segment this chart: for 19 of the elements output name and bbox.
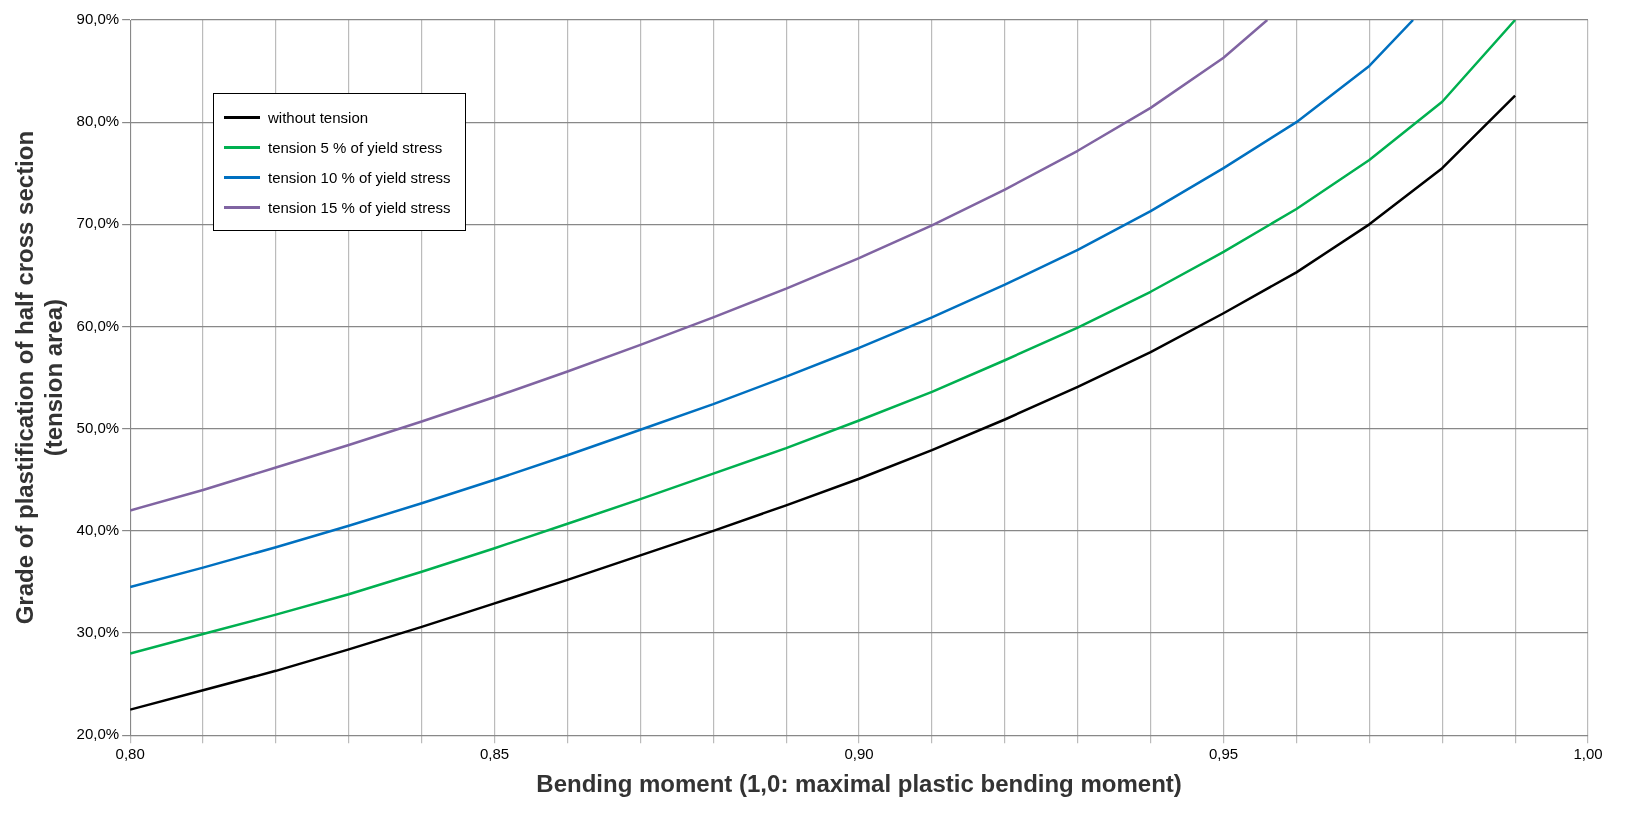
x-tick-label: 0,85 — [480, 745, 510, 763]
y-tick-label: 70,0% — [76, 214, 120, 232]
y-axis-title: Grade of plastification of half cross section (tension area) — [11, 130, 67, 625]
x-axis-title: Bending moment (1,0: maximal plastic bending moment) — [536, 770, 1182, 798]
x-tick-label: 0,90 — [844, 745, 874, 763]
y-tick-label: 90,0% — [76, 10, 120, 28]
x-tick-label: 0,80 — [115, 745, 145, 763]
y-tick-label: 40,0% — [76, 521, 120, 538]
legend-label: without tension — [268, 108, 369, 126]
legend-label: tension 5 % of yield stress — [268, 138, 443, 156]
y-tick-label: 80,0% — [76, 112, 120, 130]
y-tick-label: 30,0% — [76, 623, 120, 641]
y-tick-label: 50,0% — [76, 418, 120, 436]
legend-label: tension 15 % of yield stress — [268, 198, 451, 216]
x-tick-label: 1,00 — [1573, 745, 1603, 763]
legend-label: tension 10 % of yield stress — [268, 168, 451, 186]
y-tick-label: 20,0% — [76, 725, 120, 743]
x-tick-label: 0,95 — [1208, 745, 1239, 763]
y-tick-label: 60,0% — [76, 316, 120, 334]
